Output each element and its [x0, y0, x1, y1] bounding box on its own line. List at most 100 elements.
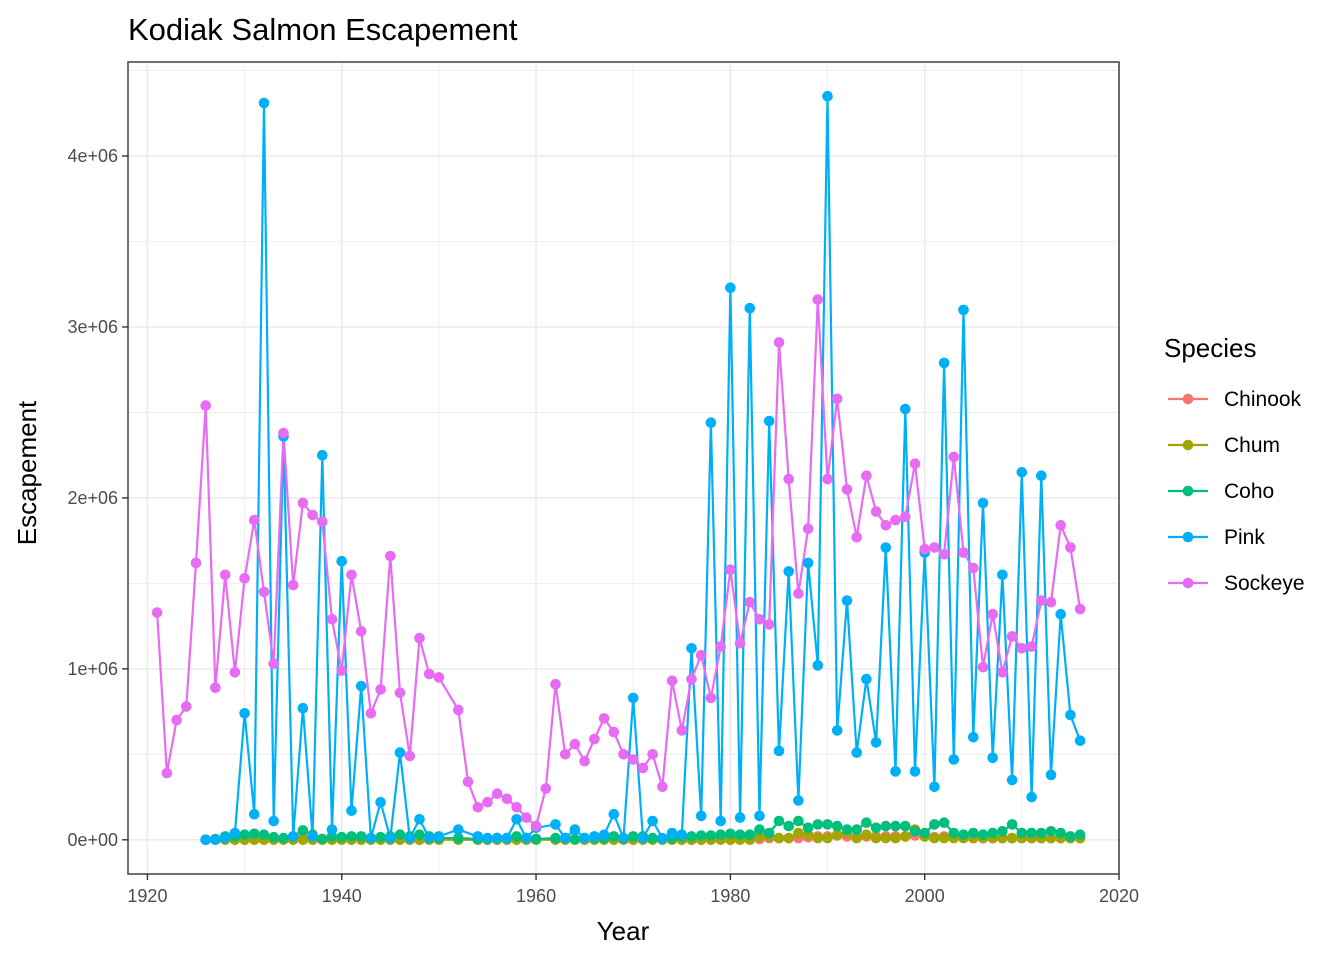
data-point-pink — [414, 814, 425, 825]
data-point-sockeye — [637, 762, 649, 774]
data-point-coho — [909, 826, 921, 837]
data-point-coho — [968, 827, 979, 839]
data-point-coho — [414, 829, 425, 840]
data-point-pink — [890, 766, 901, 777]
legend-item-chinook: Chinook — [1168, 388, 1302, 411]
legend-label: Chum — [1224, 434, 1280, 457]
data-point-pink — [404, 832, 416, 844]
data-point-pink — [1045, 769, 1057, 781]
data-point-coho — [627, 831, 639, 842]
data-point-pink — [1055, 608, 1066, 620]
data-point-sockeye — [181, 701, 192, 712]
data-point-sockeye — [365, 708, 377, 719]
data-point-pink — [1065, 709, 1076, 721]
data-point-sockeye — [268, 658, 280, 669]
data-point-sockeye — [404, 750, 416, 762]
data-point-coho — [239, 829, 250, 840]
data-point-sockeye — [773, 337, 785, 348]
data-point-pink — [900, 403, 911, 415]
data-point-chum — [812, 832, 824, 844]
data-point-pink — [249, 808, 260, 820]
data-point-pink — [870, 737, 882, 748]
data-point-sockeye — [686, 673, 697, 685]
data-point-pink — [1074, 735, 1086, 746]
data-point-sockeye — [287, 579, 299, 591]
data-point-sockeye — [1016, 643, 1028, 654]
data-point-sockeye — [540, 783, 552, 794]
data-point-pink — [394, 747, 406, 758]
x-tick-label: 1920 — [127, 886, 167, 906]
data-point-sockeye — [812, 294, 824, 305]
data-point-sockeye — [307, 509, 318, 521]
data-point-pink — [346, 805, 357, 816]
legend-key-point — [1182, 439, 1194, 451]
data-point-sockeye — [861, 470, 872, 482]
data-point-coho — [861, 817, 872, 828]
data-point-pink — [511, 814, 522, 825]
data-point-pink — [365, 832, 377, 844]
data-point-pink — [948, 754, 960, 765]
data-point-sockeye — [501, 793, 513, 805]
data-point-sockeye — [161, 767, 173, 779]
data-point-coho — [569, 833, 581, 845]
data-point-sockeye — [997, 667, 1008, 678]
data-point-pink — [385, 832, 396, 844]
data-point-pink — [550, 819, 561, 830]
legend-item-coho: Coho — [1168, 480, 1274, 503]
data-point-sockeye — [1006, 631, 1018, 642]
data-point-pink — [861, 673, 872, 685]
data-point-coho — [773, 815, 785, 827]
data-point-coho — [1065, 831, 1076, 842]
data-point-sockeye — [822, 473, 833, 485]
data-point-pink — [491, 832, 503, 844]
plot-panel — [127, 61, 1120, 875]
chart-title: Kodiak Salmon Escapement — [128, 12, 518, 47]
data-point-coho — [977, 829, 989, 840]
data-point-sockeye — [695, 649, 707, 661]
data-point-coho — [880, 820, 892, 832]
y-tick-label: 1e+06 — [67, 659, 118, 679]
data-point-coho — [1055, 827, 1066, 839]
data-point-pink — [423, 832, 435, 844]
data-point-sockeye — [453, 704, 464, 716]
x-tick-label: 1940 — [322, 886, 362, 906]
data-point-sockeye — [841, 484, 853, 495]
data-point-coho — [317, 833, 328, 845]
data-point-pink — [453, 824, 464, 835]
data-point-coho — [375, 831, 386, 843]
data-point-sockeye — [948, 451, 960, 463]
data-point-chum — [297, 834, 309, 846]
data-point-pink — [929, 781, 940, 793]
data-point-pink — [997, 569, 1008, 581]
data-point-coho — [695, 830, 707, 841]
data-point-sockeye — [754, 614, 765, 625]
data-point-sockeye — [278, 427, 289, 439]
data-point-coho — [822, 819, 833, 830]
data-point-pink — [831, 725, 843, 736]
data-point-coho — [744, 829, 756, 840]
data-point-sockeye — [1055, 520, 1066, 531]
data-point-sockeye — [793, 588, 804, 599]
data-point-pink — [977, 497, 989, 509]
data-point-sockeye — [346, 569, 357, 581]
data-point-pink — [618, 832, 629, 844]
data-point-sockeye — [783, 473, 794, 485]
data-point-pink — [589, 831, 600, 842]
data-point-chum — [929, 832, 940, 844]
data-point-pink — [307, 831, 318, 842]
data-point-coho — [841, 824, 853, 835]
data-point-sockeye — [482, 796, 493, 808]
legend-key-point — [1182, 485, 1194, 497]
data-point-sockeye — [1074, 603, 1086, 615]
data-point-coho — [1006, 819, 1018, 830]
data-point-chum — [831, 829, 843, 840]
data-point-coho — [705, 830, 717, 841]
data-point-sockeye — [802, 523, 814, 534]
data-point-coho — [725, 828, 736, 840]
data-point-pink — [229, 827, 241, 839]
data-point-pink — [1036, 470, 1047, 482]
data-point-sockeye — [890, 514, 901, 526]
data-point-pink — [695, 810, 707, 822]
data-point-coho — [919, 827, 930, 839]
